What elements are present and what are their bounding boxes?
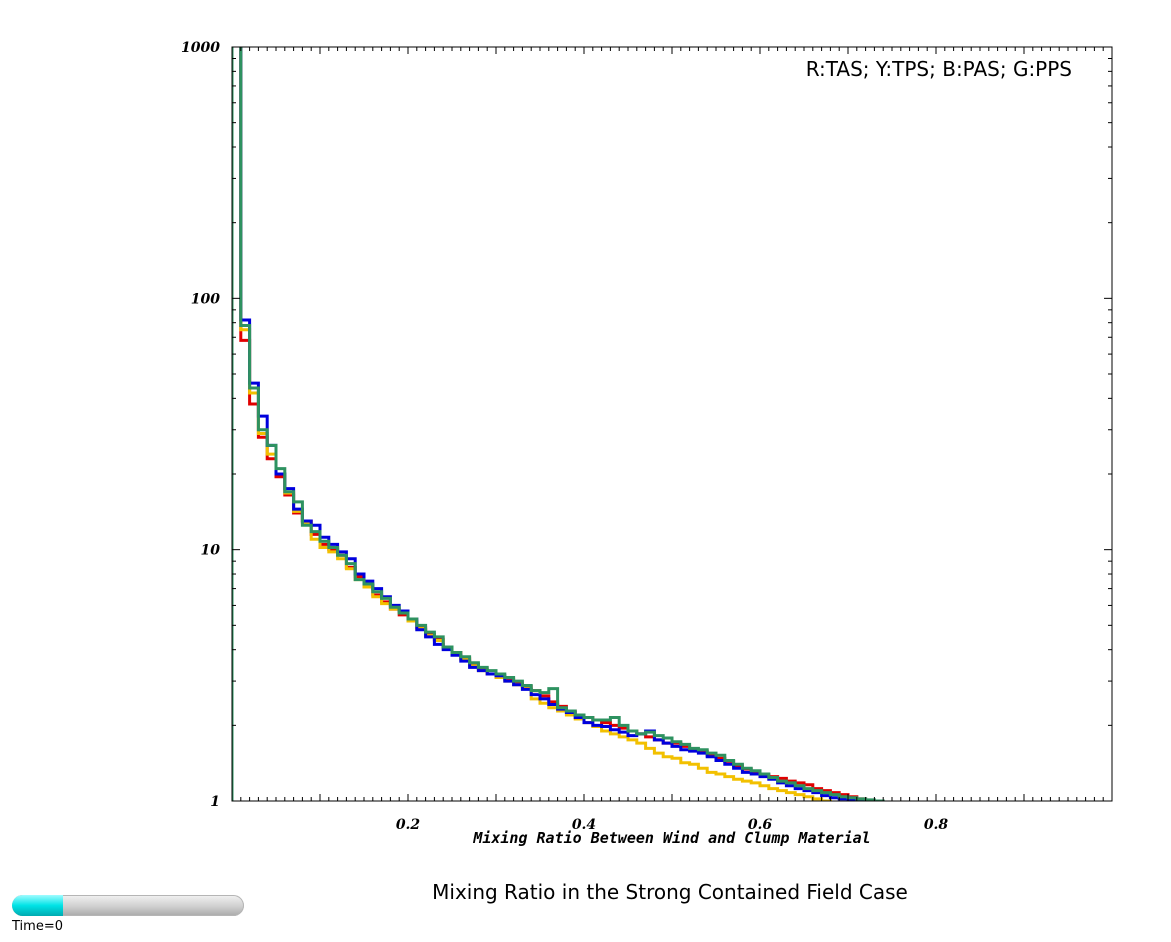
time-slider-fill [12, 895, 64, 916]
time-label: Time=0 [12, 919, 63, 934]
y-tick-label: 10 [201, 543, 221, 559]
chart-caption: Mixing Ratio in the Strong Contained Fie… [432, 880, 908, 904]
y-axis-ticks: 1 10 100 1000 [181, 40, 1112, 810]
x-tick-label: 0.2 [396, 817, 421, 833]
x-axis-label: Mixing Ratio Between Wind and Clump Mate… [472, 829, 870, 847]
y-tick-label: 1 [210, 794, 220, 810]
series-line-0 [232, 47, 876, 801]
y-tick-label: 1000 [181, 40, 220, 56]
series-line-1 [232, 47, 832, 801]
x-tick-label: 0.6 [748, 817, 773, 833]
series-line-3 [232, 47, 885, 801]
plot-frame [231, 46, 1113, 802]
y-tick-label: 100 [191, 291, 220, 307]
plot-area [232, 47, 885, 801]
time-slider[interactable] [12, 895, 244, 916]
x-tick-label: 0.4 [572, 817, 596, 833]
series-line-2 [232, 47, 868, 801]
x-axis-ticks: 0.2 0.4 0.6 0.8 [240, 47, 1104, 833]
legend-text: R:TAS; Y:TPS; B:PAS; G:PPS [806, 57, 1072, 81]
x-tick-label: 0.8 [924, 817, 949, 833]
